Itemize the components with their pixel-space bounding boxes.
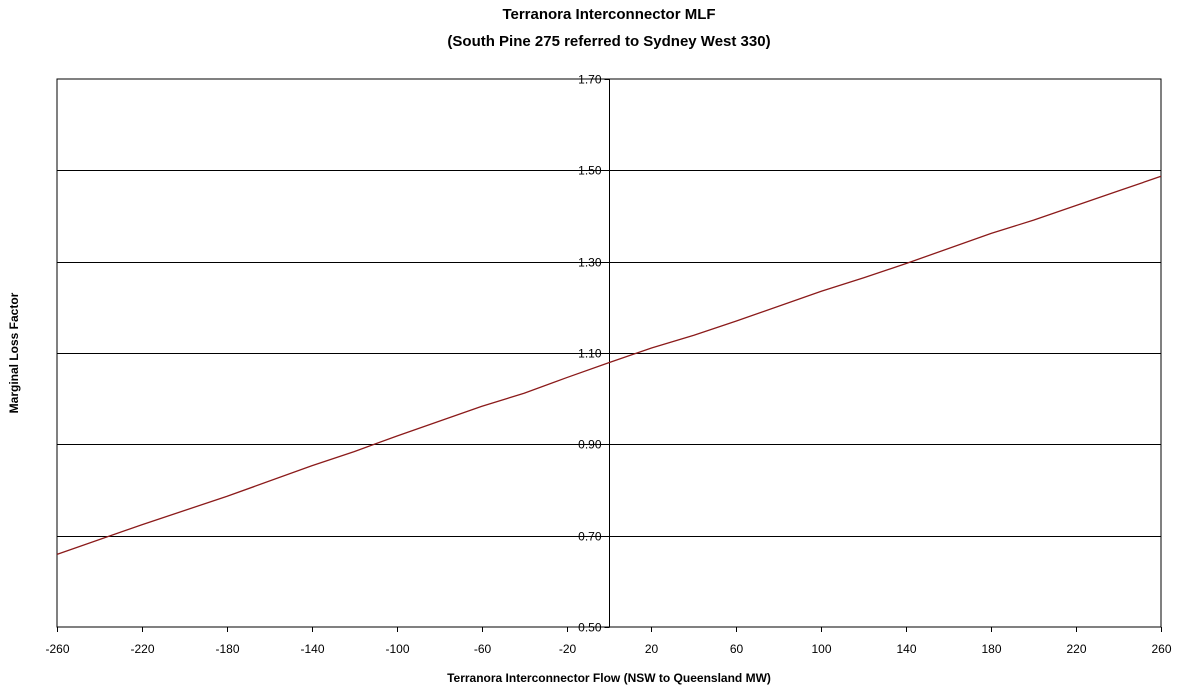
series-lines	[56, 175, 1162, 556]
x-tick-label: -180	[215, 642, 239, 656]
x-tick-label: 180	[981, 642, 1001, 656]
x-tick-label: -260	[45, 642, 69, 656]
x-tick-label: 220	[1066, 642, 1086, 656]
x-tick-label: -20	[559, 642, 577, 656]
y-tick-label: 0.50	[578, 621, 602, 635]
y-axis-label: Marginal Loss Factor	[7, 292, 21, 413]
y-tick-label: 1.10	[578, 347, 602, 361]
series-line	[56, 175, 1162, 556]
y-tick-label: 1.70	[578, 73, 602, 87]
y-tick-label: 0.90	[578, 438, 602, 452]
x-tick-label: 140	[896, 642, 916, 656]
y-tick-label: 1.30	[578, 256, 602, 270]
x-tick-label: 100	[811, 642, 831, 656]
x-tick-label: -220	[130, 642, 154, 656]
y-tick-label: 0.70	[578, 530, 602, 544]
x-tick-labels: -260 -220 -180 -140 -100 -60 -20 20 60 100 140 180 2…	[45, 642, 1171, 656]
y-tick-label: 1.50	[578, 164, 602, 178]
chart-subtitle: (South Pine 275 referred to Sydney West …	[447, 33, 770, 50]
x-tick-label: 260	[1151, 642, 1171, 656]
x-tick-label: 20	[645, 642, 659, 656]
x-tick-label: -100	[385, 642, 409, 656]
x-tick-label: -140	[300, 642, 324, 656]
y-tick-labels: 0.50 0.70 0.90 1.10 1.30 1.50 1.70	[578, 73, 602, 635]
axes	[57, 79, 1162, 632]
x-tick-label: -60	[474, 642, 492, 656]
chart-title: Terranora Interconnector MLF	[502, 6, 715, 23]
x-axis-label: Terranora Interconnector Flow (NSW to Qu…	[447, 671, 771, 685]
x-tick-label: 60	[730, 642, 744, 656]
